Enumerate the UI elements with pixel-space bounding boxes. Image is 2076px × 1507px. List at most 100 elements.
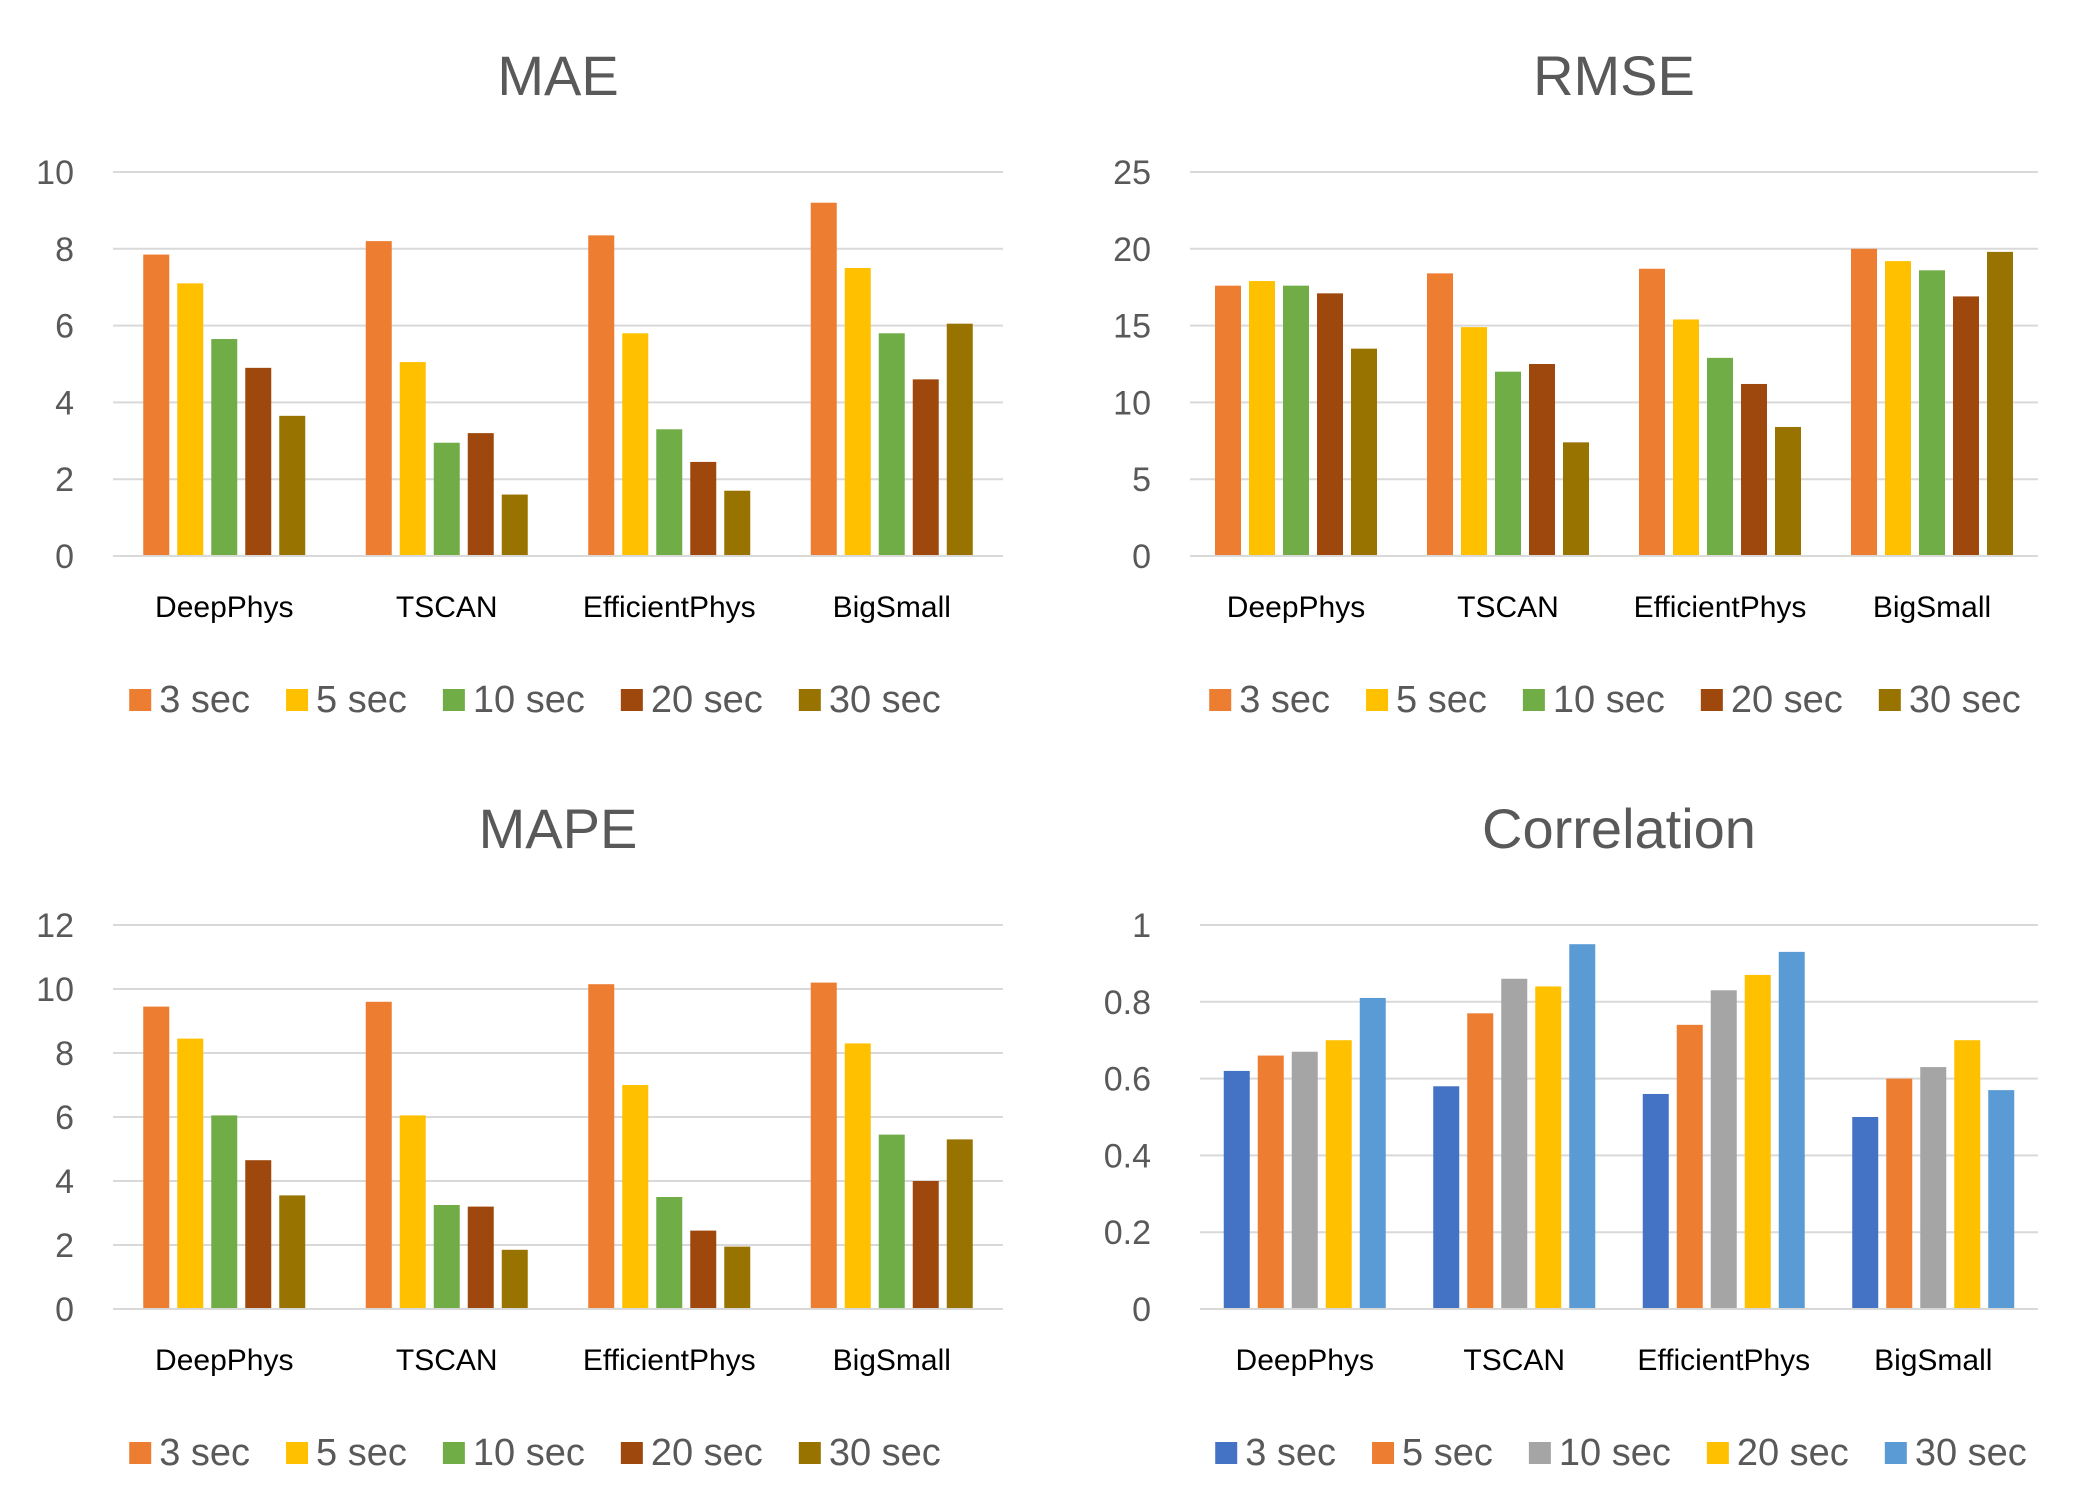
legend: 3 sec 5 sec 10 sec 20 sec 30 sec xyxy=(129,679,941,721)
chart-rmse: RMSE 0 5 10 15 20 25 DeepPhys TSCAN EfficientPhys… xyxy=(1038,0,2076,753)
y-tick-label: 25 xyxy=(1113,154,1151,192)
bar-efficientphys-10sec xyxy=(656,429,683,556)
legend-item: 30 sec xyxy=(1884,1432,2027,1474)
legend-swatch xyxy=(442,689,465,711)
legend-item: 3 sec xyxy=(1209,679,1330,721)
x-category-label: DeepPhys xyxy=(155,591,293,624)
x-category-label: BigSmall xyxy=(1874,1344,1992,1377)
y-tick-label: 10 xyxy=(36,154,74,192)
legend-item: 20 sec xyxy=(620,679,763,721)
legend-item: 30 sec xyxy=(798,679,941,721)
legend-item: 5 sec xyxy=(1366,679,1487,721)
bar-tscan-20sec xyxy=(467,433,494,556)
bar-deepphys-3sec xyxy=(143,254,170,556)
legend: 3 sec 5 sec 10 sec 20 sec 30 sec xyxy=(1215,1432,2027,1474)
legend-swatch xyxy=(1215,1442,1238,1464)
legend-item: 20 sec xyxy=(1700,679,1843,721)
y-tick-label: 6 xyxy=(55,308,74,346)
x-category-label: TSCAN xyxy=(396,1344,498,1377)
chart-mae: MAE 0 2 4 6 8 10 DeepPhys TSCAN EfficientPhys BigS… xyxy=(0,0,1038,753)
bar-deepphys-30sec xyxy=(279,1195,306,1309)
bar-bigsmall-30sec xyxy=(1987,251,2013,556)
chart-title: MAPE xyxy=(479,797,638,860)
bar-tscan-30sec xyxy=(1563,442,1589,556)
bar-bigsmall-20sec xyxy=(912,1181,939,1309)
legend-label: 30 sec xyxy=(829,1432,941,1474)
bar-tscan-5sec xyxy=(399,362,426,556)
y-tick-label: 1 xyxy=(1132,907,1151,945)
legend-label: 5 sec xyxy=(1396,679,1487,721)
y-tick-label: 6 xyxy=(55,1099,74,1137)
bar-efficientphys-3sec xyxy=(588,984,615,1309)
y-tick-label: 0.8 xyxy=(1104,984,1151,1022)
x-category-label: TSCAN xyxy=(1457,591,1559,624)
y-tick-label: 0 xyxy=(1132,1291,1151,1329)
bar-deepphys-3sec xyxy=(1223,1070,1250,1309)
legend-item: 30 sec xyxy=(1878,679,2021,721)
y-tick-label: 10 xyxy=(1113,384,1151,422)
bar-bigsmall-3sec xyxy=(810,982,837,1309)
bar-deepphys-5sec xyxy=(177,1038,204,1309)
bar-tscan-5sec xyxy=(1467,1013,1494,1309)
bar-efficientphys-30sec xyxy=(1778,951,1805,1309)
x-category-label: TSCAN xyxy=(396,591,498,624)
x-category-label: EfficientPhys xyxy=(583,591,756,624)
bar-deepphys-3sec xyxy=(1215,285,1241,556)
legend-label: 20 sec xyxy=(1731,679,1843,721)
y-tick-label: 0.4 xyxy=(1104,1137,1151,1175)
legend-item: 30 sec xyxy=(798,1432,941,1474)
bar-bigsmall-5sec xyxy=(844,268,871,556)
bar-deepphys-5sec xyxy=(1249,281,1275,556)
bar-deepphys-30sec xyxy=(1351,348,1377,556)
bar-tscan-30sec xyxy=(501,494,528,556)
legend-label: 3 sec xyxy=(159,1432,250,1474)
legend-label: 5 sec xyxy=(1402,1432,1493,1474)
bar-efficientphys-10sec xyxy=(1707,357,1733,556)
y-tick-label: 0 xyxy=(55,1291,74,1329)
legend-label: 5 sec xyxy=(316,679,407,721)
legend-swatch xyxy=(286,689,309,711)
y-tick-label: 0 xyxy=(1132,538,1151,576)
bar-bigsmall-3sec xyxy=(810,202,837,556)
legend-label: 30 sec xyxy=(829,679,941,721)
bar-bigsmall-5sec xyxy=(844,1043,871,1309)
bar-tscan-10sec xyxy=(1501,978,1528,1309)
legend: 3 sec 5 sec 10 sec 20 sec 30 sec xyxy=(129,1432,941,1474)
legend-swatch xyxy=(1706,1442,1729,1464)
bar-tscan-3sec xyxy=(365,1001,392,1309)
bar-efficientphys-10sec xyxy=(1710,990,1737,1309)
y-tick-label: 15 xyxy=(1113,308,1151,346)
x-category-label: BigSmall xyxy=(1873,591,1991,624)
legend-label: 20 sec xyxy=(1737,1432,1849,1474)
legend-label: 3 sec xyxy=(1245,1432,1336,1474)
legend-item: 10 sec xyxy=(1528,1432,1671,1474)
chart-title: Correlation xyxy=(1482,797,1756,860)
bar-efficientphys-3sec xyxy=(1642,1093,1669,1309)
y-tick-label: 12 xyxy=(36,907,74,945)
bar-deepphys-20sec xyxy=(1325,1040,1352,1309)
chart-mape-svg: MAPE 0 2 4 6 8 10 12 DeepPhys TSCAN EfficientPhys B… xyxy=(36,797,1003,1474)
bar-efficientphys-20sec xyxy=(690,1230,717,1309)
y-tick-label: 8 xyxy=(55,1035,74,1073)
bar-deepphys-20sec xyxy=(1317,293,1343,556)
bar-tscan-3sec xyxy=(1427,273,1453,556)
bar-tscan-20sec xyxy=(1529,364,1555,556)
bar-efficientphys-10sec xyxy=(656,1197,683,1309)
legend-label: 30 sec xyxy=(1909,679,2021,721)
bar-bigsmall-3sec xyxy=(1851,248,1877,557)
bar-efficientphys-5sec xyxy=(622,333,649,556)
legend-item: 10 sec xyxy=(1522,679,1665,721)
bar-tscan-20sec xyxy=(467,1206,494,1309)
bar-efficientphys-5sec xyxy=(1676,1024,1703,1309)
x-category-label: EfficientPhys xyxy=(583,1344,756,1377)
x-category-label: DeepPhys xyxy=(155,1344,293,1377)
bar-efficientphys-20sec xyxy=(1741,383,1767,556)
x-category-label: EfficientPhys xyxy=(1637,1344,1810,1377)
bar-bigsmall-3sec xyxy=(1852,1117,1879,1309)
legend-swatch xyxy=(1884,1442,1907,1464)
bar-efficientphys-5sec xyxy=(622,1085,649,1309)
bar-tscan-10sec xyxy=(1495,371,1521,556)
bar-tscan-10sec xyxy=(433,1205,460,1309)
bar-tscan-5sec xyxy=(1461,327,1487,556)
legend-label: 3 sec xyxy=(1239,679,1330,721)
